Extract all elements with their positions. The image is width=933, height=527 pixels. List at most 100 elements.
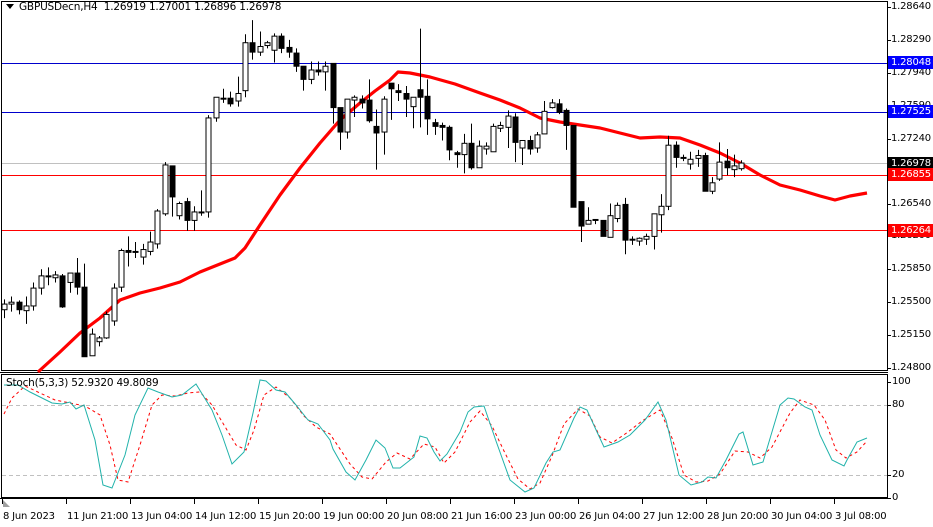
- bull-candle: [271, 35, 278, 51]
- bear-candle: [184, 201, 191, 221]
- bear-candle: [424, 95, 431, 120]
- price-tick-label: 1.28640: [891, 1, 931, 12]
- bear-candle: [417, 89, 424, 98]
- bull-candle: [614, 204, 621, 220]
- time-tick-label: 21 Jun 16:00: [451, 511, 513, 522]
- bid-price-tag: 1.26978: [888, 156, 933, 170]
- bear-candle: [286, 46, 293, 53]
- bull-candle: [738, 162, 745, 170]
- bear-candle: [673, 144, 680, 158]
- time-tick-label: 30 Jun 04:00: [771, 511, 833, 522]
- bull-candle: [541, 110, 548, 135]
- bear-candle: [724, 160, 731, 169]
- bull-candle: [519, 139, 526, 149]
- price-tick-label: 1.25500: [891, 296, 931, 308]
- bear-candle: [330, 62, 337, 109]
- bull-candle: [242, 42, 249, 92]
- time-tick-label: 28 Jun 20:00: [707, 511, 769, 522]
- time-tick-label: 8 Jun 2023: [3, 511, 55, 522]
- bull-candle: [23, 305, 30, 312]
- bear-candle: [702, 155, 709, 192]
- price-tick-label: 1.24800: [891, 362, 931, 373]
- resistance-price-tag: 1.28048: [888, 56, 933, 70]
- time-tick-label: 20 Jun 08:00: [387, 511, 449, 522]
- bear-candle: [563, 109, 570, 126]
- bull-candle: [176, 202, 183, 217]
- bear-candle: [432, 122, 439, 127]
- bull-candle: [549, 102, 556, 109]
- bear-candle: [439, 124, 446, 128]
- ohlc-values: 1.26919 1.27001 1.26896 1.26978: [103, 1, 282, 13]
- bear-candle: [512, 116, 519, 143]
- bull-candle: [96, 337, 103, 343]
- bull-candle: [205, 117, 212, 213]
- bull-candle: [534, 134, 541, 149]
- bear-candle: [337, 107, 344, 133]
- bull-candle: [483, 145, 490, 150]
- bear-candle: [454, 152, 461, 156]
- bull-candle: [308, 69, 315, 80]
- bear-candle: [74, 272, 81, 288]
- bull-candle: [213, 96, 220, 119]
- bull-candle: [52, 274, 59, 279]
- bear-candle: [592, 218, 599, 221]
- bear-candle: [527, 139, 534, 150]
- bull-candle: [154, 210, 161, 245]
- stoch-signal-line: [3, 385, 868, 490]
- chart-shift-marker-icon: [3, 500, 10, 507]
- bull-candle: [162, 164, 169, 215]
- stoch-tick-label: 20: [892, 468, 905, 480]
- bull-candle: [351, 96, 358, 101]
- bull-candle: [132, 250, 139, 253]
- bull-candle: [198, 211, 205, 214]
- price-tick-label: 1.27940: [891, 66, 931, 78]
- price-tick-label: 1.25150: [891, 329, 931, 341]
- bull-candle: [665, 144, 672, 207]
- bull-candle: [651, 213, 658, 237]
- stoch-tick-label: 100: [892, 376, 911, 387]
- bull-candle: [716, 161, 723, 180]
- stoch-tick-label: 0: [892, 492, 899, 503]
- bull-candle: [111, 287, 118, 322]
- bear-candle: [468, 142, 475, 169]
- bull-candle: [140, 249, 147, 258]
- bull-candle: [67, 272, 74, 283]
- bull-candle: [731, 165, 738, 171]
- moving-average-line: [36, 70, 868, 374]
- bull-candle: [658, 205, 665, 216]
- price-tick-label: 1.27240: [891, 132, 931, 144]
- time-tick-label: 15 Jun 20:00: [259, 511, 321, 522]
- time-tick-label: 23 Jun 00:00: [515, 511, 577, 522]
- bear-candle: [629, 238, 636, 241]
- price-tick-label: 1.25850: [891, 263, 931, 275]
- bear-candle: [622, 203, 629, 241]
- bull-candle: [89, 333, 96, 357]
- support-price-tag: 1.26264: [888, 223, 933, 237]
- bear-candle: [125, 249, 132, 253]
- bear-candle: [366, 99, 373, 122]
- bull-candle: [1, 303, 8, 311]
- time-tick-label: 27 Jun 12:00: [643, 511, 705, 522]
- bull-candle: [344, 98, 351, 133]
- bull-candle: [636, 237, 643, 242]
- symbol-label: GBPUSDecn,H4: [19, 1, 98, 13]
- bear-candle: [300, 65, 307, 80]
- bull-candle: [490, 125, 497, 153]
- time-tick-label: 13 Jun 04:00: [131, 511, 193, 522]
- stoch-main-line: [4, 379, 868, 493]
- chart-title: GBPUSDecn,H4 1.26919 1.27001 1.26896 1.2…: [6, 1, 281, 13]
- stoch-tick-label: 80: [892, 399, 905, 411]
- bear-candle: [578, 201, 585, 227]
- time-tick-label: 14 Jun 12:00: [195, 511, 257, 522]
- bear-candle: [293, 52, 300, 67]
- bull-candle: [585, 219, 592, 225]
- bull-candle: [45, 275, 52, 278]
- stochastic-label: Stoch(5,3,3) 52.9320 49.8089: [6, 377, 159, 389]
- bull-candle: [118, 249, 125, 288]
- collapse-triangle-icon[interactable]: [6, 4, 14, 9]
- time-tick-label: 26 Jun 04:00: [579, 511, 641, 522]
- bull-candle: [381, 98, 388, 133]
- bull-candle: [38, 275, 45, 289]
